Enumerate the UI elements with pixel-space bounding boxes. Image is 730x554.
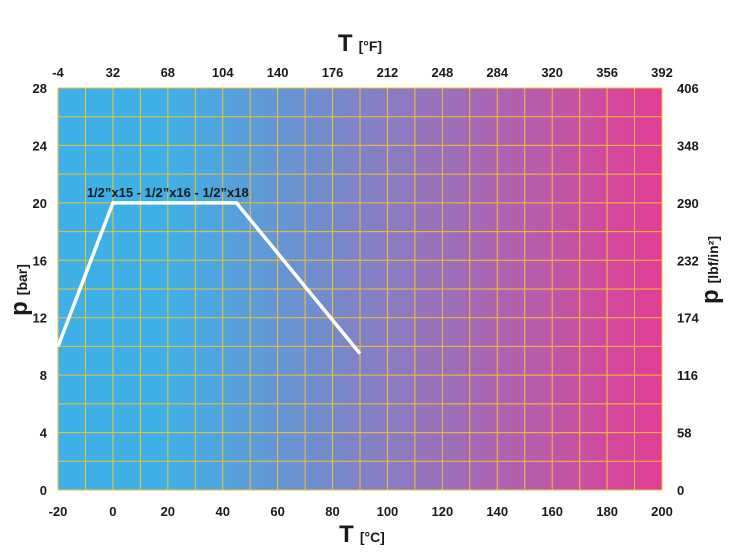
x-tick-label-celsius: 200 xyxy=(651,504,673,519)
x-tick-label-fahrenheit: -4 xyxy=(52,65,64,80)
top-x-axis-title: T [°F] xyxy=(338,30,382,57)
y-tick-label-bar: 24 xyxy=(33,138,48,153)
x-tick-label-celsius: -20 xyxy=(49,504,68,519)
x-tick-label-fahrenheit: 32 xyxy=(106,65,120,80)
top-x-axis-unit: [°F] xyxy=(359,38,382,54)
x-tick-label-celsius: 40 xyxy=(215,504,229,519)
bottom-x-axis-unit: [°C] xyxy=(360,529,385,545)
right-y-tick-labels: 0 58 116 174 232 290 348 406 xyxy=(677,81,699,498)
x-tick-label-celsius: 100 xyxy=(377,504,399,519)
x-tick-label-fahrenheit: 356 xyxy=(596,65,618,80)
bottom-x-axis-title: T [°C] xyxy=(339,521,385,548)
right-y-axis-title: p [lbf/in²] xyxy=(697,236,724,304)
x-tick-label-fahrenheit: 248 xyxy=(432,65,454,80)
series-lines: 1/2”x15 - 1/2”x16 - 1/2”x18 xyxy=(56,185,362,355)
y-tick-label-bar: 16 xyxy=(33,253,47,268)
bottom-x-tick-labels: -20 0 20 40 60 80 100 120 140 160 180 200 xyxy=(49,504,673,519)
x-tick-label-fahrenheit: 212 xyxy=(377,65,399,80)
x-tick-label-celsius: 0 xyxy=(109,504,116,519)
y-tick-label-psi: 58 xyxy=(677,426,691,441)
y-tick-label-psi: 406 xyxy=(677,81,699,96)
x-tick-label-celsius: 120 xyxy=(432,504,454,519)
series-label: 1/2”x15 - 1/2”x16 - 1/2”x18 xyxy=(87,185,249,200)
x-tick-label-celsius: 20 xyxy=(161,504,175,519)
top-x-axis-symbol: T xyxy=(338,30,353,57)
y-tick-label-psi: 290 xyxy=(677,196,699,211)
x-tick-label-fahrenheit: 176 xyxy=(322,65,344,80)
y-tick-label-bar: 12 xyxy=(33,311,47,326)
x-tick-label-celsius: 180 xyxy=(596,504,618,519)
x-tick-label-fahrenheit: 140 xyxy=(267,65,289,80)
y-tick-label-psi: 116 xyxy=(677,368,698,383)
right-y-axis-symbol: p xyxy=(697,289,724,304)
x-tick-label-fahrenheit: 104 xyxy=(212,65,234,80)
x-tick-label-celsius: 140 xyxy=(486,504,508,519)
x-tick-label-celsius: 160 xyxy=(541,504,563,519)
left-y-tick-labels: 0 4 8 12 16 20 24 28 xyxy=(33,81,48,498)
y-tick-label-psi: 232 xyxy=(677,253,699,268)
top-x-tick-labels: -4 32 68 104 140 176 212 248 284 320 356 392 xyxy=(52,65,673,80)
x-tick-label-fahrenheit: 392 xyxy=(651,65,673,80)
left-y-axis-symbol: p xyxy=(6,301,33,316)
x-tick-label-fahrenheit: 68 xyxy=(161,65,175,80)
y-tick-label-psi: 0 xyxy=(677,483,684,498)
y-tick-label-psi: 348 xyxy=(677,138,699,153)
x-tick-label-celsius: 80 xyxy=(325,504,339,519)
y-tick-label-bar: 4 xyxy=(40,426,48,441)
x-tick-label-celsius: 60 xyxy=(270,504,284,519)
left-y-axis-unit: [bar] xyxy=(14,264,30,295)
left-y-axis-title: p [bar] xyxy=(6,264,33,316)
y-tick-label-psi: 174 xyxy=(677,311,699,326)
y-tick-label-bar: 8 xyxy=(40,368,47,383)
x-tick-label-fahrenheit: 320 xyxy=(541,65,563,80)
bottom-x-axis-symbol: T xyxy=(339,521,354,548)
y-tick-label-bar: 20 xyxy=(33,196,47,211)
y-tick-label-bar: 28 xyxy=(33,81,47,96)
right-y-axis-unit: [lbf/in²] xyxy=(705,236,721,283)
y-tick-label-bar: 0 xyxy=(40,483,47,498)
series-line xyxy=(56,201,362,355)
x-tick-label-fahrenheit: 284 xyxy=(486,65,508,80)
